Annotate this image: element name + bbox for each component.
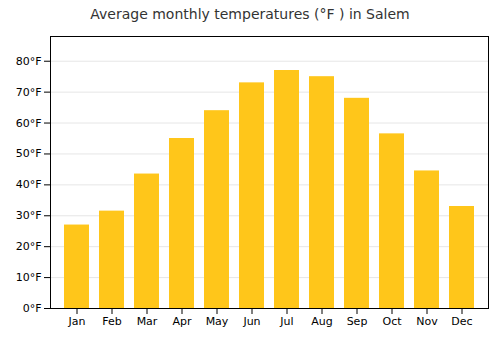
- svg-text:Jun: Jun: [242, 315, 260, 328]
- svg-text:60°F: 60°F: [16, 117, 42, 130]
- html-text:Average monthly temperatures (: Average monthly temperatures (°F ) in Sa…: [90, 6, 410, 22]
- svg-text:Jan: Jan: [68, 315, 86, 328]
- svg-text:80°F: 80°F: [16, 55, 42, 68]
- svg-text:Nov: Nov: [416, 315, 438, 328]
- svg-text:Apr: Apr: [172, 315, 192, 328]
- svg-text:Sep: Sep: [347, 315, 368, 328]
- svg-text:Aug: Aug: [311, 315, 332, 328]
- svg-text:10°F: 10°F: [16, 271, 42, 284]
- svg-text:70°F: 70°F: [16, 86, 42, 99]
- svg-text:Mar: Mar: [137, 315, 158, 328]
- svg-text:0°F: 0°F: [23, 302, 42, 315]
- svg-text:40°F: 40°F: [16, 178, 42, 191]
- svg-text:Feb: Feb: [102, 315, 121, 328]
- svg-text:Jul: Jul: [279, 315, 293, 328]
- svg-text:Oct: Oct: [382, 315, 402, 328]
- svg-text:50°F: 50°F: [16, 147, 42, 160]
- svg-text:20°F: 20°F: [16, 240, 42, 253]
- svg-text:Dec: Dec: [451, 315, 472, 328]
- svg-text:30°F: 30°F: [16, 209, 42, 222]
- svg-text:May: May: [206, 315, 229, 328]
